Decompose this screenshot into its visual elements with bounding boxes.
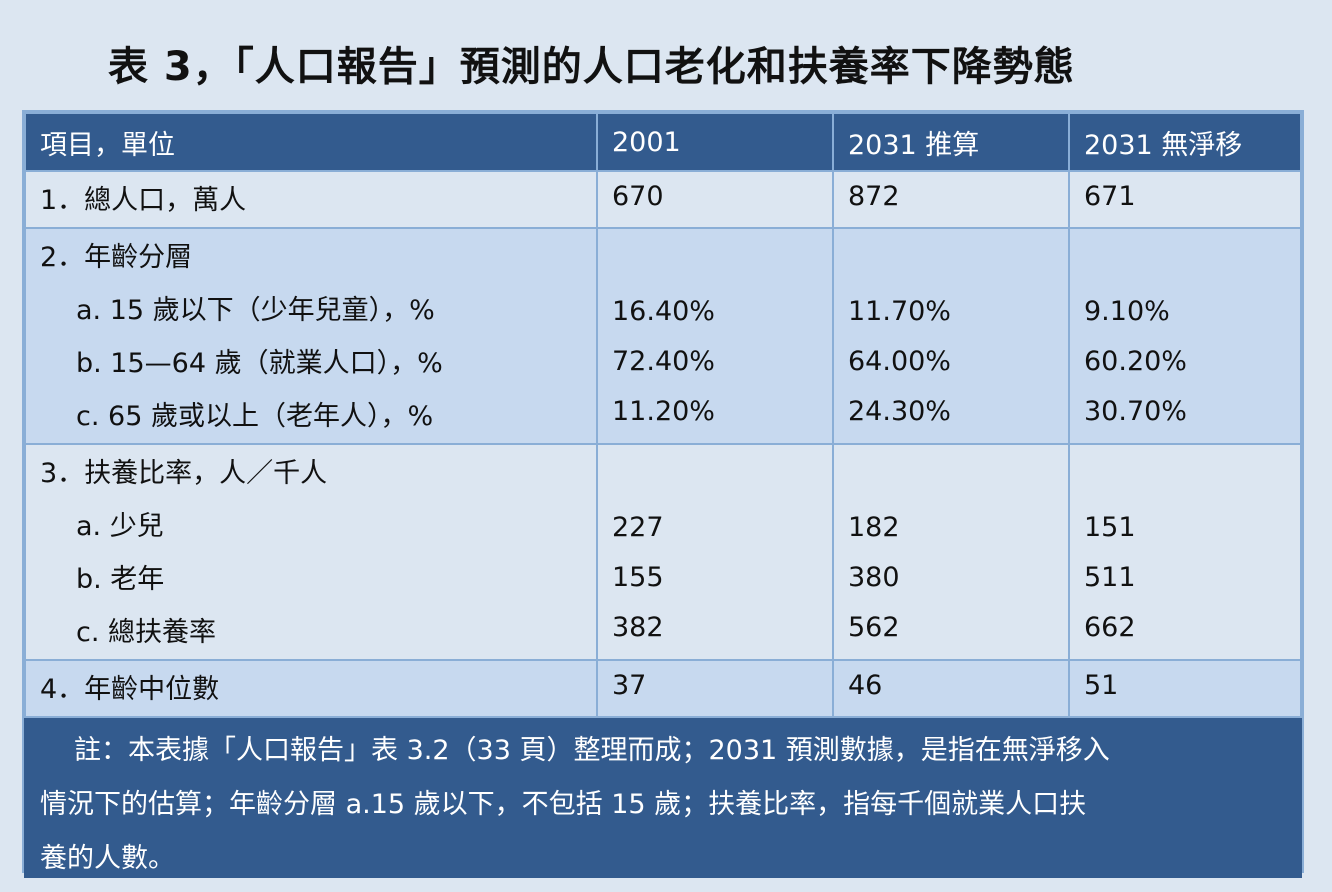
note-line: 情況下的估算；年齡分層 a.15 歲以下，不包括 15 歲；扶養比率，指每千個就… — [40, 789, 1087, 820]
cell-nomig: 51 — [1084, 670, 1119, 701]
table-row: 1．總人口，萬人 670 872 671 — [24, 170, 1302, 229]
cell-nomig: 511 — [1084, 562, 1136, 593]
page-title: 表 3，「人口報告」預測的人口老化和扶養率下降勢態 — [108, 44, 1075, 90]
table-row: 3．扶養比率，人／千人 a. 少兒 b. 老年 c. 總扶養率 227 155 … — [24, 443, 1302, 661]
cell-2001: 382 — [612, 612, 664, 643]
sub-label: b. 15—64 歲（就業人口），% — [76, 348, 443, 379]
table-note: 註：本表據「人口報告」表 3.2（33 頁）整理而成；2031 預測數據，是指在… — [24, 718, 1302, 878]
row-label: 3．扶養比率，人／千人 — [40, 458, 328, 489]
note-line: 註：本表據「人口報告」表 3.2（33 頁）整理而成；2031 預測數據，是指在… — [74, 735, 1110, 766]
header-2001: 2001 — [596, 112, 834, 172]
cell-2001: 11.20% — [612, 396, 715, 427]
table-row: 2．年齡分層 a. 15 歲以下（少年兒童），% b. 15—64 歲（就業人口… — [24, 227, 1302, 445]
cell-2031: 24.30% — [848, 396, 951, 427]
table-header-row: 項目，單位 2001 2031 推算 2031 無淨移 — [24, 112, 1302, 172]
row-label: 2．年齡分層 — [40, 242, 193, 273]
row-label: 1．總人口，萬人 — [40, 185, 247, 216]
row-label: 4．年齡中位數 — [40, 674, 220, 705]
note-line: 養的人數。 — [40, 843, 175, 874]
sub-label: c. 65 歲或以上（老年人），% — [76, 401, 434, 432]
cell-2001: 227 — [612, 512, 664, 543]
population-table: 項目，單位 2001 2031 推算 2031 無淨移 1．總人口，萬人 670… — [22, 110, 1304, 878]
sub-label: b. 老年 — [76, 564, 165, 595]
cell-2001: 72.40% — [612, 346, 715, 377]
cell-2031: 562 — [848, 612, 900, 643]
cell-2001: 670 — [612, 181, 664, 212]
table-row: 4．年齡中位數 37 46 51 — [24, 659, 1302, 718]
cell-2031: 11.70% — [848, 296, 951, 327]
cell-nomig: 9.10% — [1084, 296, 1170, 327]
header-2031-projection: 2031 推算 — [832, 112, 1070, 172]
header-item: 項目，單位 — [24, 112, 598, 172]
sub-label: a. 15 歲以下（少年兒童），% — [76, 295, 435, 326]
sub-label: c. 總扶養率 — [76, 617, 217, 648]
cell-2031: 872 — [848, 181, 900, 212]
cell-2031: 182 — [848, 512, 900, 543]
cell-nomig: 662 — [1084, 612, 1136, 643]
cell-2001: 16.40% — [612, 296, 715, 327]
cell-2031: 64.00% — [848, 346, 951, 377]
cell-2031: 380 — [848, 562, 900, 593]
header-2031-no-migration: 2031 無淨移 — [1068, 112, 1302, 172]
cell-2001: 155 — [612, 562, 664, 593]
cell-2001: 37 — [612, 670, 647, 701]
cell-nomig: 671 — [1084, 181, 1136, 212]
cell-2031: 46 — [848, 670, 883, 701]
sub-label: a. 少兒 — [76, 511, 164, 542]
cell-nomig: 60.20% — [1084, 346, 1187, 377]
cell-nomig: 151 — [1084, 512, 1136, 543]
cell-nomig: 30.70% — [1084, 396, 1187, 427]
